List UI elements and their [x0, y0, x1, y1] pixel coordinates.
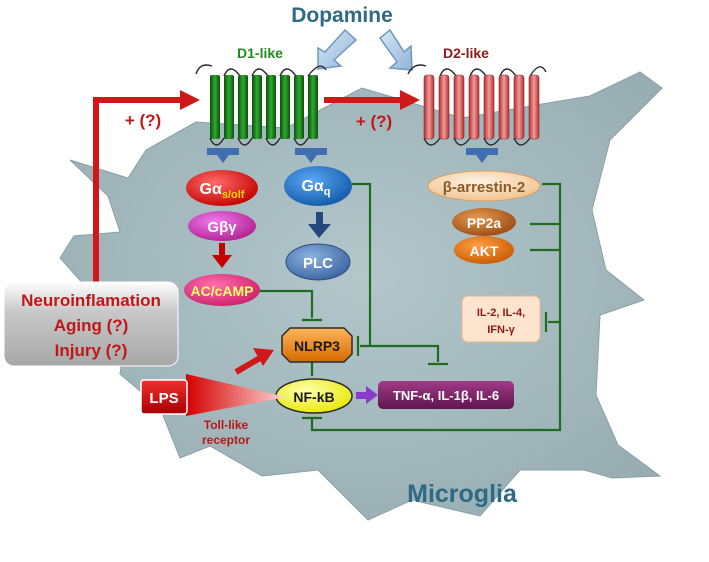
d1-receptor-loops	[195, 64, 327, 146]
d2-helix-7	[513, 74, 525, 140]
interleukin-label-line2: IFN-γ	[487, 324, 515, 336]
lps-box	[140, 379, 188, 415]
d2-helix-4	[468, 74, 480, 140]
pp2a-node	[452, 208, 516, 236]
akt-node	[454, 236, 514, 264]
cytokines-box	[378, 381, 514, 409]
d1-helix-7	[294, 75, 304, 139]
d1-helix-6	[280, 75, 290, 139]
gby-label: Gβγ	[207, 219, 237, 236]
dopamine-arrow-d1	[317, 28, 358, 70]
akt-label: AKT	[470, 243, 499, 259]
d1-helix-8	[308, 75, 318, 139]
condition-to-d1-arrowhead	[180, 90, 200, 110]
d2-helix-5	[483, 74, 495, 140]
pp2a-label: PP2a	[467, 215, 501, 231]
gas-olf-label: Gαs/olf	[200, 181, 245, 201]
lps-to-nlrp3-arrow	[234, 355, 262, 375]
ac-camp-node	[184, 274, 260, 306]
lps-to-nlrp3-arrowhead	[253, 348, 274, 366]
toll-like-receptor-label-line2: receptor	[202, 433, 250, 447]
dopamine-arrow-d2	[378, 28, 413, 71]
toll-like-receptor-wedge	[186, 374, 286, 416]
d2-helix-3	[453, 74, 465, 140]
conditions-box	[3, 281, 179, 367]
nlrp3-label: NLRP3	[294, 338, 340, 354]
d1-helix-5	[266, 75, 276, 139]
gaq-to-plc-arrow	[316, 212, 323, 226]
d2-like-receptor	[407, 64, 547, 146]
d2-like-label: D2-like	[443, 45, 489, 61]
gby-to-ac-arrow	[219, 243, 225, 257]
nfkb-to-cytokines-arrowhead	[366, 386, 378, 404]
d1-helix-2	[224, 75, 234, 139]
red-activation-arrows	[93, 90, 420, 282]
receptor-coupling-connectors	[207, 148, 498, 163]
condition-aging: Aging (?)	[54, 316, 129, 335]
beta-arrestin-node	[427, 170, 541, 202]
beta-arrestin-label: β-arrestin-2	[443, 179, 526, 196]
modulation-label-right: + (?)	[356, 112, 392, 131]
interleukin-box	[461, 295, 541, 343]
ac-camp-label: AC/cAMP	[190, 283, 253, 299]
lps-label: LPS	[149, 390, 178, 407]
condition-neuroinflammation: Neuroinflamation	[21, 291, 161, 310]
inhibition-lines	[255, 182, 562, 432]
d1-helix-3	[238, 75, 248, 139]
modulation-label-left: + (?)	[125, 111, 161, 130]
d2-receptor-loops	[407, 64, 547, 146]
condition-to-d1-arrow	[93, 97, 180, 282]
nfkb-to-cytokines-arrow	[356, 392, 366, 399]
gaq-label: Gαq	[301, 178, 330, 198]
d1-like-label: D1-like	[237, 45, 283, 61]
d1-like-receptor	[195, 64, 327, 146]
plc-node	[285, 243, 351, 281]
toll-like-receptor-label-line1: Toll-like	[204, 418, 249, 432]
d2-helix-6	[498, 74, 510, 140]
cytokines-label: TNF-α, IL-1β, IL-6	[393, 388, 499, 403]
dopamine-title: Dopamine	[291, 4, 393, 27]
gaq-to-plc-arrowhead	[308, 224, 331, 238]
gaq-node	[284, 166, 352, 206]
microglia-label: Microglia	[407, 480, 518, 508]
d1-helix-4	[252, 75, 262, 139]
d2-helix-8	[528, 74, 540, 140]
gby-node	[188, 211, 256, 241]
condition-injury: Injury (?)	[55, 341, 128, 360]
d2-helix-2	[438, 74, 450, 140]
nlrp3-node	[281, 327, 353, 363]
d2-helix-1	[423, 74, 435, 140]
d1-helix-1	[210, 75, 220, 139]
nfkb-label: NF-kB	[293, 389, 334, 405]
d1-to-d2-arrowhead	[400, 90, 420, 110]
plc-label: PLC	[303, 255, 333, 272]
gby-to-ac-arrowhead	[212, 255, 232, 268]
interleukin-label-line1: IL-2, IL-4,	[477, 307, 525, 319]
gas-olf-node	[186, 170, 258, 206]
